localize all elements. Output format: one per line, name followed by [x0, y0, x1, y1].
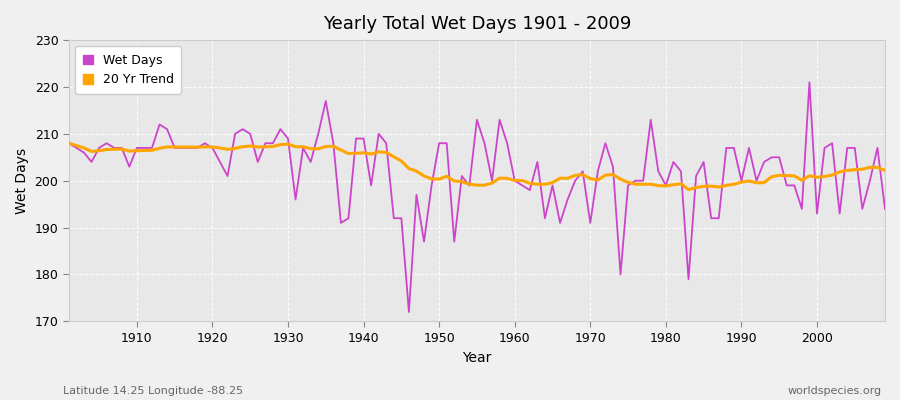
Text: Latitude 14.25 Longitude -88.25: Latitude 14.25 Longitude -88.25 [63, 386, 243, 396]
Y-axis label: Wet Days: Wet Days [15, 148, 29, 214]
20 Yr Trend [600, 173, 611, 178]
Wet Days [290, 197, 301, 202]
Title: Yearly Total Wet Days 1901 - 2009: Yearly Total Wet Days 1901 - 2009 [323, 15, 631, 33]
20 Yr Trend [63, 141, 74, 146]
X-axis label: Year: Year [463, 351, 491, 365]
Wet Days [124, 164, 135, 169]
Legend: Wet Days, 20 Yr Trend: Wet Days, 20 Yr Trend [75, 46, 181, 94]
20 Yr Trend [336, 148, 346, 152]
Wet Days [608, 164, 618, 169]
Text: worldspecies.org: worldspecies.org [788, 386, 882, 396]
20 Yr Trend [683, 187, 694, 192]
20 Yr Trend [879, 168, 890, 173]
Line: Wet Days: Wet Days [68, 82, 885, 312]
Wet Days [403, 310, 414, 314]
Wet Days [509, 178, 520, 183]
Wet Days [517, 183, 527, 188]
Wet Days [336, 220, 346, 225]
20 Yr Trend [502, 176, 513, 181]
20 Yr Trend [290, 144, 301, 149]
Wet Days [879, 206, 890, 211]
20 Yr Trend [509, 178, 520, 183]
Wet Days [63, 141, 74, 146]
Line: 20 Yr Trend: 20 Yr Trend [68, 143, 885, 190]
Wet Days [804, 80, 814, 85]
20 Yr Trend [124, 149, 135, 154]
